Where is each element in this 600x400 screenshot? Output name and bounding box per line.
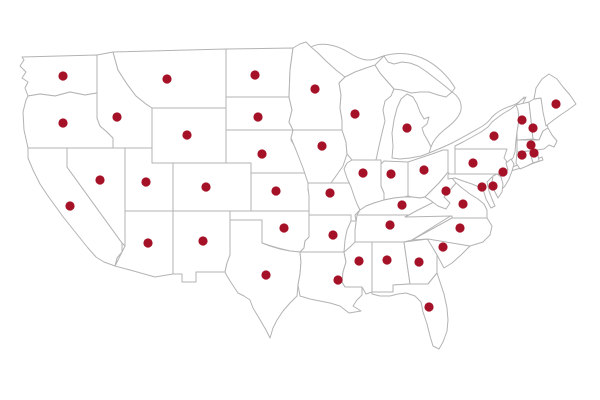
state-marker-IA	[317, 141, 327, 151]
state-marker-CT	[517, 150, 527, 160]
state-KS	[250, 172, 311, 212]
state-ND	[225, 47, 294, 98]
state-marker-OR	[58, 118, 68, 128]
state-NM	[172, 210, 231, 283]
state-marker-MN	[310, 84, 320, 94]
state-marker-AL	[382, 255, 392, 265]
state-marker-KY	[397, 200, 407, 210]
state-marker-GA	[414, 257, 424, 267]
state-marker-SC	[438, 242, 448, 252]
state-marker-OH	[419, 165, 429, 175]
state-SC	[424, 236, 471, 269]
state-MS	[341, 241, 373, 295]
state-marker-MO	[325, 188, 335, 198]
state-marker-FL	[424, 302, 434, 312]
state-marker-LA	[333, 275, 343, 285]
state-WV	[424, 171, 457, 210]
state-marker-TN	[385, 220, 395, 230]
state-shapes	[19, 41, 577, 350]
state-marker-NC	[455, 223, 465, 233]
state-marker-IN	[386, 169, 396, 179]
state-marker-WY	[182, 130, 192, 140]
state-FL	[371, 272, 449, 350]
state-markers	[58, 70, 561, 312]
state-marker-PA	[468, 158, 478, 168]
state-NC	[411, 217, 493, 247]
state-marker-AZ	[143, 238, 153, 248]
state-marker-NH	[528, 123, 538, 133]
great-lakes-shorelines	[310, 43, 525, 154]
state-marker-NM	[198, 236, 208, 246]
state-marker-OK	[279, 223, 289, 233]
state-marker-SD	[253, 112, 263, 122]
state-marker-TX	[261, 270, 271, 280]
state-marker-KS	[271, 186, 281, 196]
state-marker-CA	[65, 201, 75, 211]
state-marker-NJ	[498, 167, 508, 177]
state-marker-IL	[358, 168, 368, 178]
state-marker-ID	[112, 112, 122, 122]
state-marker-AR	[328, 230, 338, 240]
state-marker-NE	[257, 149, 267, 159]
state-marker-ND	[250, 70, 260, 80]
lake-huron-shore	[430, 91, 462, 148]
state-marker-MA	[526, 140, 536, 150]
state-MI-upper	[374, 55, 453, 98]
state-TX	[224, 219, 302, 339]
state-marker-WA	[58, 71, 68, 81]
state-marker-MS	[354, 256, 364, 266]
state-marker-WI	[350, 109, 360, 119]
state-marker-MT	[162, 74, 172, 84]
state-IN	[380, 160, 409, 201]
lake-superior-shore	[310, 43, 456, 93]
state-marker-MI	[402, 123, 412, 133]
state-marker-RI	[529, 148, 539, 158]
state-marker-DE	[488, 181, 498, 191]
state-marker-MD	[477, 182, 487, 192]
state-marker-VA	[458, 199, 468, 209]
state-MI	[391, 93, 432, 160]
state-marker-ME	[551, 99, 561, 109]
state-marker-CO	[201, 182, 211, 192]
state-marker-VT	[517, 115, 527, 125]
state-marker-UT	[141, 177, 151, 187]
state-WI	[338, 64, 395, 161]
state-marker-WV	[441, 186, 451, 196]
state-marker-NY	[489, 131, 499, 141]
state-CO	[172, 162, 252, 212]
state-marker-NV	[95, 175, 105, 185]
lake-ontario-shore	[491, 96, 525, 118]
lake-erie-shore	[428, 116, 493, 154]
